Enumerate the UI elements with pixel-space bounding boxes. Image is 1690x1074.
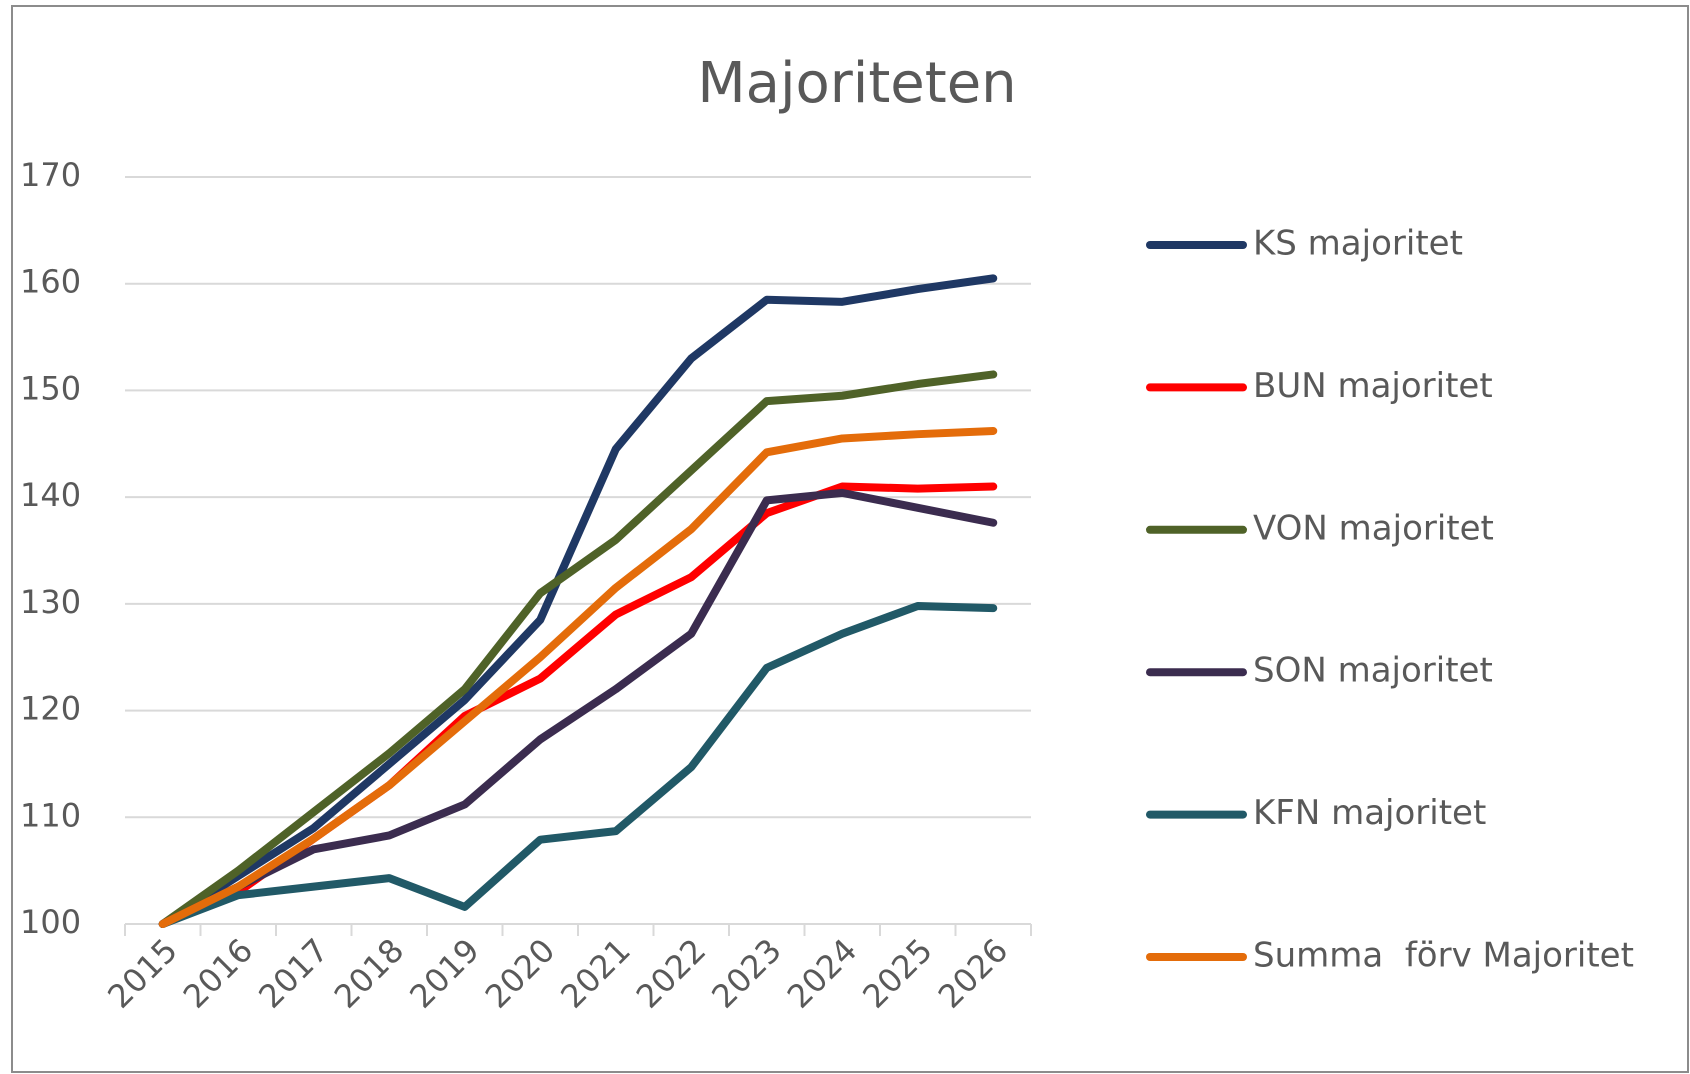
legend-label: BUN majoritet: [1253, 366, 1493, 406]
series-line: [158, 274, 998, 928]
legend-label: KS majoritet: [1253, 224, 1463, 264]
y-tick-label: 160: [20, 263, 81, 301]
legend-label: SON majoritet: [1253, 651, 1493, 691]
y-tick-label: 150: [20, 369, 81, 407]
y-tick-label: 120: [20, 690, 81, 728]
x-tick-label: 2024: [780, 931, 864, 1015]
y-tick-label: 170: [20, 156, 81, 194]
x-tick-label: 2018: [327, 931, 411, 1015]
y-tick-label: 100: [20, 903, 81, 941]
series-line: [158, 426, 998, 928]
x-tick-label: 2023: [704, 931, 788, 1015]
series-line: [158, 488, 998, 928]
x-tick-label: 2019: [402, 931, 486, 1015]
x-tick-label: 2025: [855, 931, 939, 1015]
legend-label: Summa förv Majoritet: [1253, 936, 1634, 976]
x-tick-label: 2017: [251, 931, 335, 1015]
legend-label: VON majoritet: [1253, 508, 1494, 548]
legend-label: KFN majoritet: [1253, 793, 1486, 833]
x-tick-label: 2026: [931, 931, 1015, 1015]
chart-border: [11, 5, 1689, 1073]
x-tick-label: 2022: [629, 931, 713, 1015]
x-tick-label: 2015: [100, 931, 184, 1015]
series-line: [158, 370, 998, 928]
y-tick-label: 130: [20, 583, 81, 621]
y-tick-label: 110: [20, 796, 81, 834]
series-line: [158, 601, 998, 928]
chart-title: Majoriteten: [697, 51, 1016, 116]
x-tick-label: 2016: [176, 931, 260, 1015]
x-tick-label: 2020: [478, 931, 562, 1015]
y-tick-label: 140: [20, 476, 81, 514]
x-tick-label: 2021: [553, 931, 637, 1015]
